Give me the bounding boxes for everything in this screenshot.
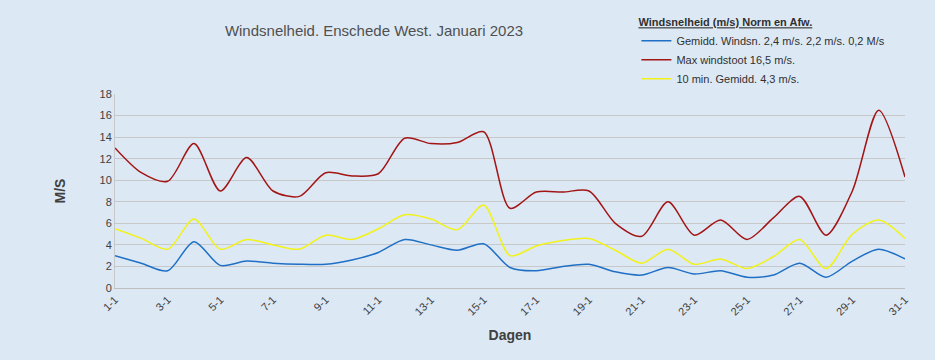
svg-text:4: 4 [106, 239, 112, 251]
svg-text:M/S: M/S [52, 179, 68, 204]
svg-text:Max windstoot 16,5 m/s.: Max windstoot 16,5 m/s. [676, 54, 795, 66]
svg-text:Gemidd. Windsn. 2,4 m/s. 2,2 m: Gemidd. Windsn. 2,4 m/s. 2,2 m/s. 0,2 M/… [676, 35, 884, 47]
svg-text:1-1: 1-1 [101, 294, 121, 314]
svg-text:16: 16 [100, 109, 112, 121]
svg-text:14: 14 [100, 131, 112, 143]
svg-text:18: 18 [100, 88, 112, 100]
svg-text:Windsnelheid (m/s) Norm en Afw: Windsnelheid (m/s) Norm en Afw. [638, 16, 812, 28]
svg-text:15-1: 15-1 [465, 294, 489, 318]
svg-text:8: 8 [106, 196, 112, 208]
svg-text:31-1: 31-1 [886, 294, 910, 318]
svg-text:25-1: 25-1 [728, 294, 752, 318]
svg-text:2: 2 [106, 260, 112, 272]
svg-text:21-1: 21-1 [623, 294, 647, 318]
svg-text:6: 6 [106, 217, 112, 229]
svg-text:29-1: 29-1 [834, 294, 858, 318]
svg-text:Windsnelheid. Enschede West. J: Windsnelheid. Enschede West. Januari 202… [225, 22, 523, 39]
svg-text:10 min. Gemidd. 4,3 m/s.: 10 min. Gemidd. 4,3 m/s. [676, 73, 799, 85]
svg-text:17-1: 17-1 [518, 294, 542, 318]
svg-text:0: 0 [106, 282, 112, 294]
svg-text:11-1: 11-1 [360, 294, 383, 317]
svg-text:5-1: 5-1 [206, 294, 226, 314]
svg-text:9-1: 9-1 [311, 294, 331, 314]
svg-text:19-1: 19-1 [570, 294, 594, 318]
svg-text:Dagen: Dagen [489, 327, 532, 343]
svg-text:27-1: 27-1 [781, 294, 805, 318]
svg-text:13-1: 13-1 [412, 294, 436, 318]
svg-text:12: 12 [100, 153, 112, 165]
svg-text:10: 10 [100, 174, 112, 186]
svg-text:23-1: 23-1 [676, 294, 700, 318]
svg-text:3-1: 3-1 [153, 294, 173, 314]
svg-text:7-1: 7-1 [259, 294, 279, 314]
